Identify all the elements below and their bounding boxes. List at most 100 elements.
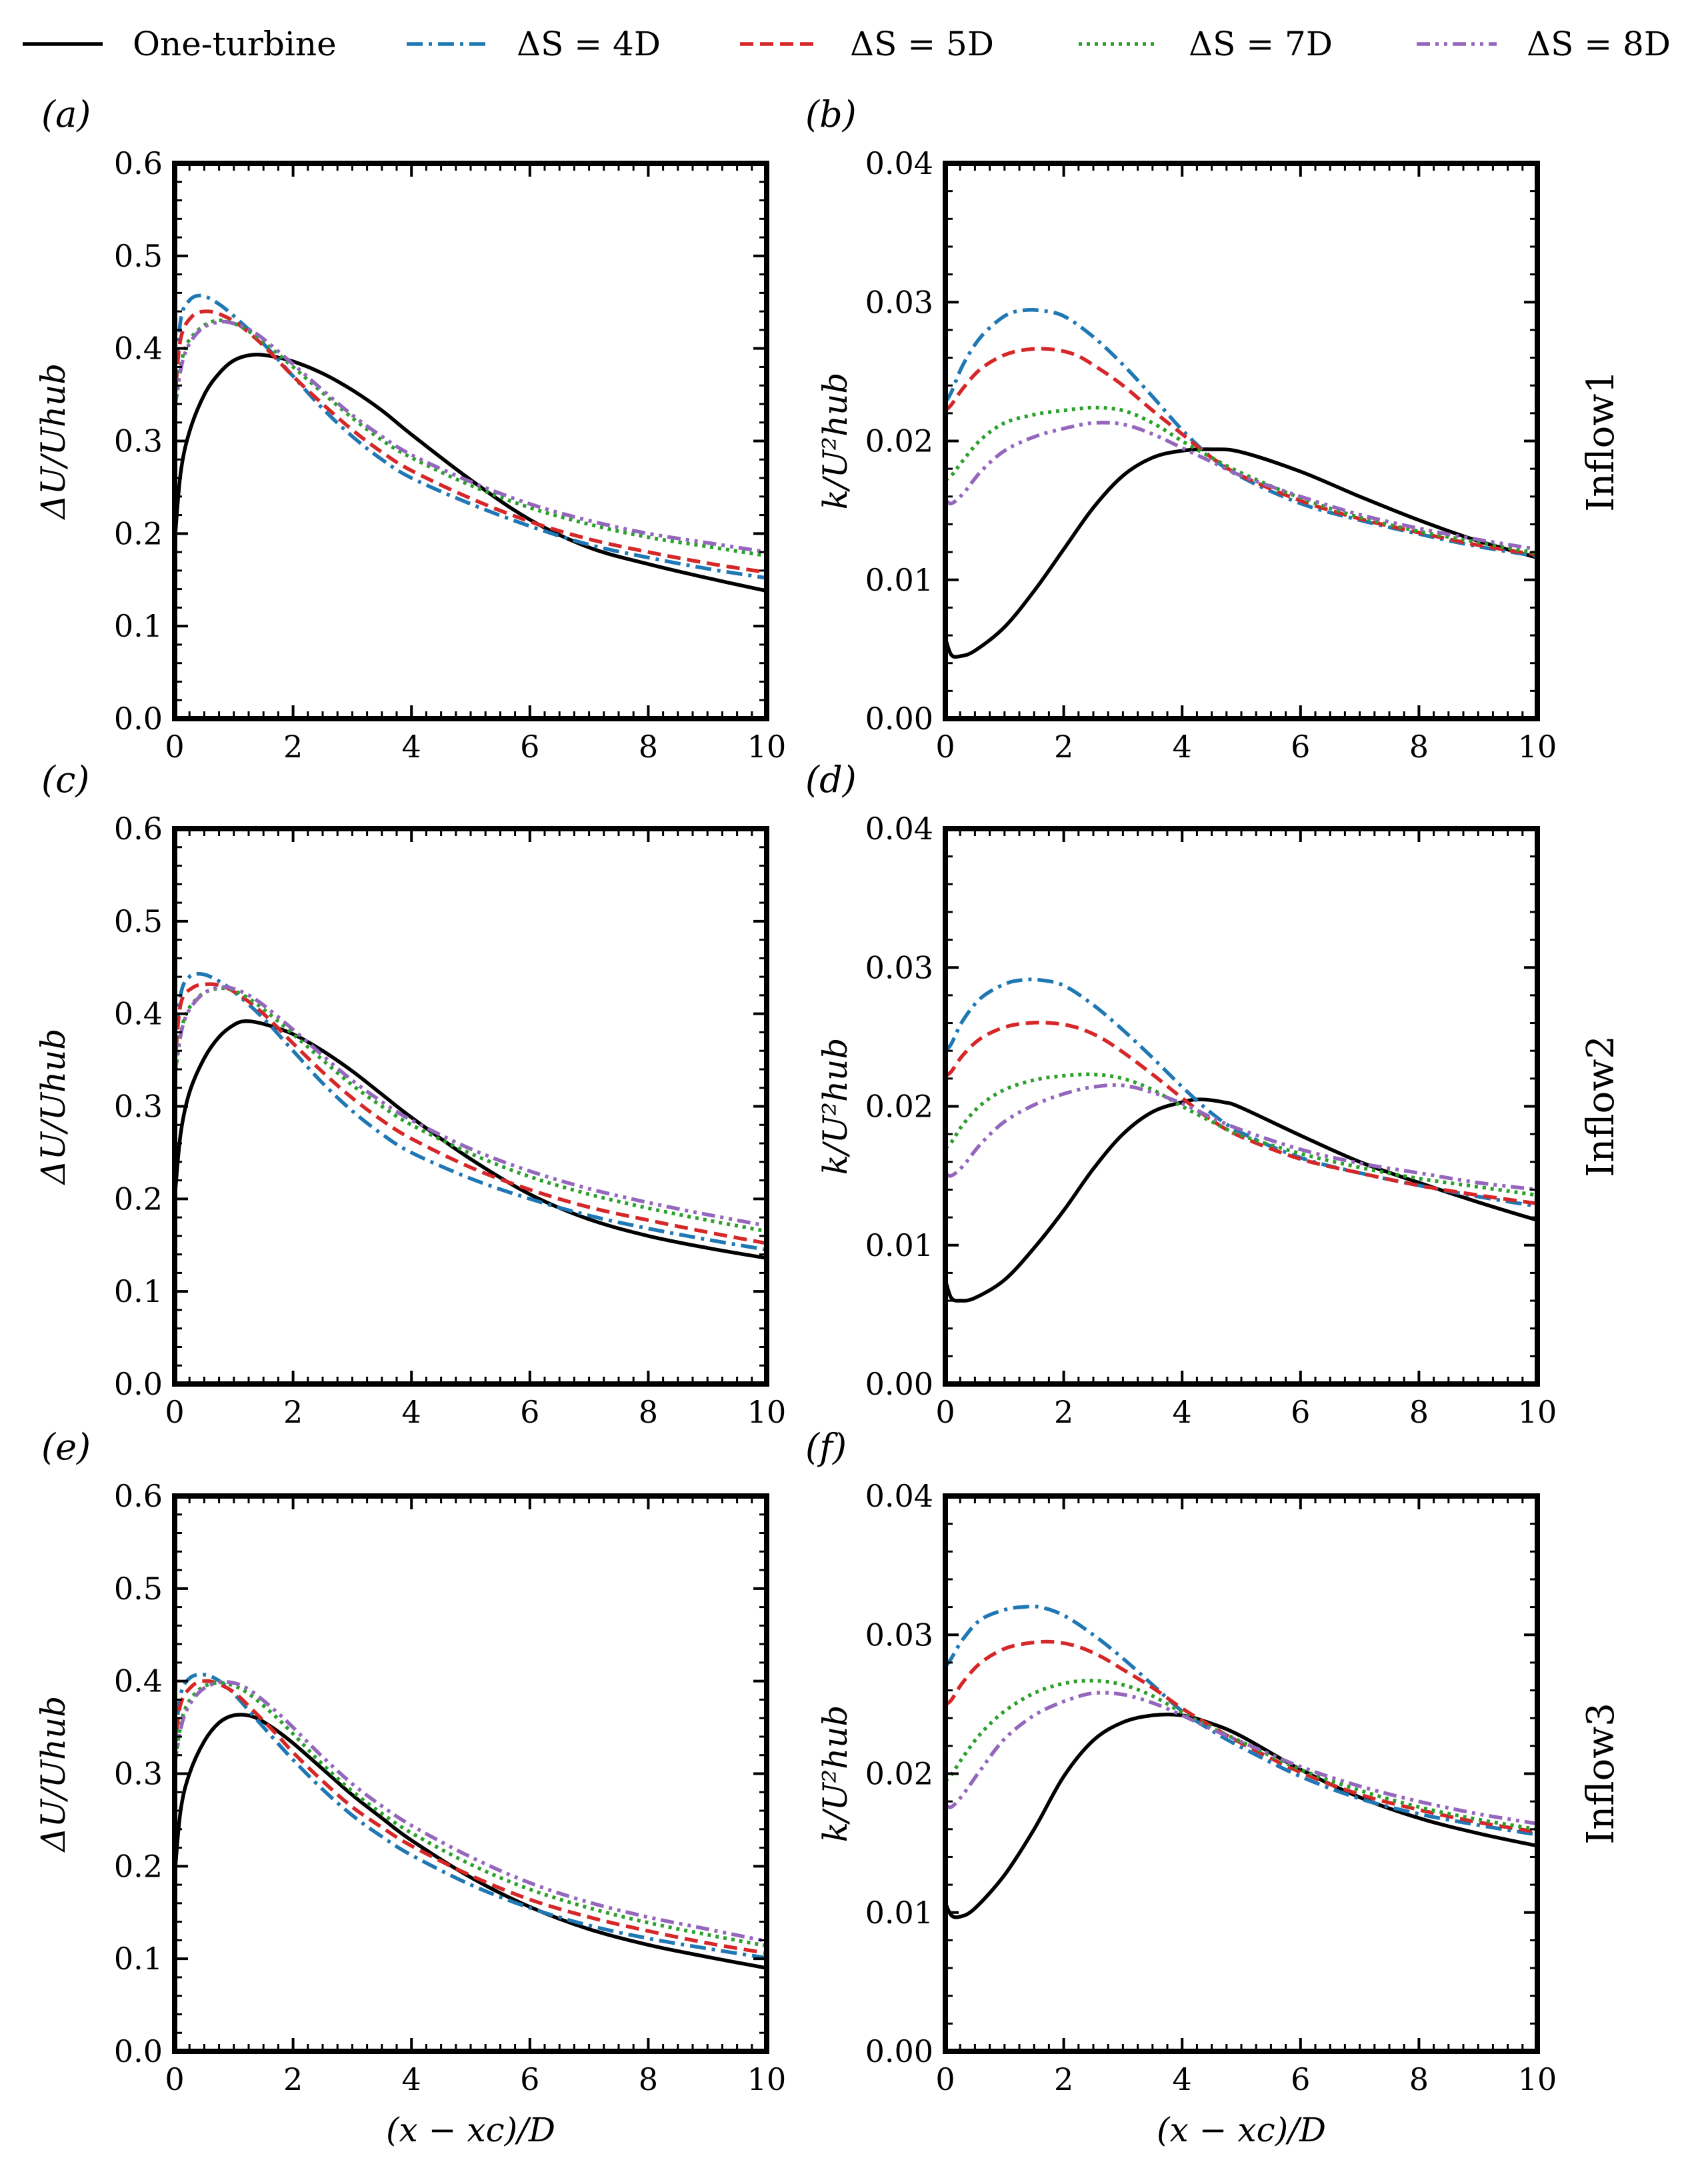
y-tick-label: 0.5: [114, 238, 163, 274]
series-line-s7: [175, 1681, 767, 1948]
series-line-s5: [945, 1021, 1537, 1206]
x-tick-label: 6: [520, 1394, 539, 1430]
series-line-one: [175, 1019, 767, 1260]
y-tick-label: 0.01: [865, 1227, 933, 1263]
x-tick-label: 2: [1054, 1394, 1073, 1430]
series-group: [175, 1673, 767, 1970]
y-axis-label: ΔU/Uhub: [34, 1029, 73, 1186]
legend: One-turbine ΔS = 4D ΔS = 5D ΔS = 7D ΔS = 8D: [23, 25, 1671, 63]
x-tick-label: 2: [283, 2061, 303, 2097]
y-tick-label: 0.01: [865, 1895, 933, 1931]
x-tick-label: 0: [165, 1394, 184, 1430]
legend-label-s4: ΔS = 4D: [517, 25, 661, 63]
x-tick-label: 10: [1518, 1394, 1557, 1430]
panel-a: 0 2 4 6 8 10 0.0 0.1 0.2 0.3 0.4 0.5 0.6 (a) ΔU/Uhub: [34, 93, 786, 765]
x-tick-label: 10: [747, 2061, 787, 2097]
x-tick-label: 10: [1518, 2061, 1557, 2097]
x-tick-label: 6: [1291, 1394, 1310, 1430]
plot-frame: [172, 826, 769, 1387]
x-tick-label: 10: [747, 1394, 787, 1430]
series-line-one: [175, 353, 767, 593]
y-tick-label: 0.5: [114, 903, 163, 939]
x-tick-label: 0: [935, 1394, 955, 1430]
x-tick-label: 0: [165, 2061, 184, 2097]
y-tick-label: 0.03: [865, 949, 933, 985]
x-tick-label: 10: [1518, 729, 1557, 765]
plot-frame: [172, 161, 769, 721]
inflow-row-label: Inflow2: [1579, 1035, 1623, 1177]
y-axis-label: k/U²hub: [816, 1038, 855, 1175]
y-tick-label: 0.4: [114, 996, 163, 1032]
y-axis-label: ΔU/Uhub: [34, 1696, 73, 1853]
series-line-s7: [175, 318, 767, 558]
ticks: [173, 1495, 768, 2053]
series-line-s4: [945, 307, 1537, 559]
panel-label: (b): [805, 93, 857, 135]
series-line-s8: [945, 1691, 1537, 1826]
x-tick-label: 4: [402, 2061, 421, 2097]
series-line-s7: [945, 1679, 1537, 1831]
y-tick-label: 0.6: [114, 145, 163, 181]
series-line-s4: [175, 971, 767, 1252]
series-group: [945, 977, 1537, 1303]
x-tick-label: 6: [1291, 729, 1310, 765]
y-tick-label: 0.0: [114, 2033, 163, 2069]
panel-b: 0 2 4 6 8 10 0.00 0.01 0.02 0.03 0.04(b) k/U²hub Inf…: [805, 93, 1623, 765]
ticks: [944, 162, 1539, 720]
y-tick-label: 0.02: [865, 1756, 933, 1792]
series-line-s5: [175, 982, 767, 1245]
x-tick-label: 8: [1409, 729, 1429, 765]
y-tick-label: 0.03: [865, 1617, 933, 1653]
plot-frame: [172, 1493, 769, 2054]
x-tick-label: 2: [1054, 2061, 1073, 2097]
series-line-s8: [945, 421, 1537, 551]
series-line-s4: [175, 1673, 767, 1960]
panels: 0 2 4 6 8 10 0.0 0.1 0.2 0.3 0.4 0.5 0.6 (a) ΔU/Uhub 0 2…: [34, 93, 1623, 2149]
series-group: [945, 307, 1537, 659]
ticks: [173, 827, 768, 1385]
series-group: [945, 1604, 1537, 1919]
series-line-s7: [945, 1072, 1537, 1197]
plot-frame: [943, 1493, 1540, 2054]
x-tick-label: 6: [1291, 2061, 1310, 2097]
plot-frame: [943, 826, 1540, 1387]
series-group: [175, 971, 767, 1260]
y-tick-label: 0.1: [114, 608, 163, 644]
x-tick-label: 0: [935, 2061, 955, 2097]
legend-label-one: One-turbine: [133, 25, 337, 63]
y-tick-label: 0.00: [865, 2033, 933, 2069]
y-tick-label: 0.6: [114, 811, 163, 847]
series-line-s8: [175, 319, 767, 554]
series-line-one: [945, 1712, 1537, 1919]
series-line-s4: [175, 293, 767, 580]
legend-label-s8: ΔS = 8D: [1527, 25, 1671, 63]
series-line-s5: [175, 1679, 767, 1955]
y-tick-label: 0.04: [865, 145, 933, 181]
y-tick-label: 0.00: [865, 1366, 933, 1402]
inflow-row-label: Inflow1: [1579, 370, 1623, 512]
x-tick-label: 4: [402, 729, 421, 765]
x-axis-label: (x − xc)/D: [386, 2111, 555, 2149]
series-line-s5: [175, 309, 767, 575]
x-tick-label: 8: [639, 2061, 658, 2097]
y-tick-label: 0.3: [114, 1089, 163, 1125]
y-tick-label: 0.3: [114, 1756, 163, 1792]
x-tick-label: 2: [283, 729, 303, 765]
series-line-s8: [945, 1083, 1537, 1192]
ticks: [173, 162, 768, 720]
y-tick-label: 0.2: [114, 1181, 163, 1217]
legend-label-s7: ΔS = 7D: [1189, 25, 1333, 63]
x-tick-label: 0: [935, 729, 955, 765]
y-tick-label: 0.0: [114, 1366, 163, 1402]
x-tick-label: 0: [165, 729, 184, 765]
y-axis-label: k/U²hub: [816, 373, 855, 510]
y-tick-label: 0.6: [114, 1478, 163, 1514]
y-axis-label: ΔU/Uhub: [34, 363, 73, 521]
x-axis-label: (x − xc)/D: [1157, 2111, 1326, 2149]
x-tick-label: 8: [639, 1394, 658, 1430]
x-tick-label: 4: [402, 1394, 421, 1430]
y-tick-label: 0.1: [114, 1273, 163, 1309]
x-tick-label: 6: [520, 729, 539, 765]
y-tick-label: 0.2: [114, 1848, 163, 1884]
y-tick-label: 0.0: [114, 701, 163, 737]
